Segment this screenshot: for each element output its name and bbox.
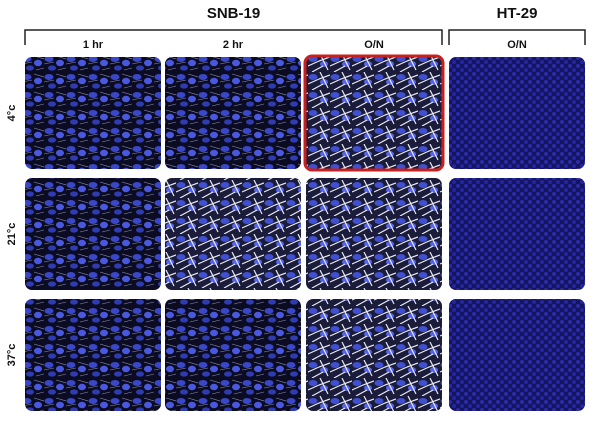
micrograph	[25, 299, 161, 411]
group-bracket	[448, 29, 586, 45]
group-bracket	[24, 29, 443, 45]
micrograph	[165, 299, 301, 411]
column-label: 1 hr	[83, 39, 104, 51]
group-label: SNB-19	[207, 5, 260, 22]
micrograph	[306, 57, 442, 169]
micrograph	[306, 178, 442, 290]
highlight-frame	[303, 54, 445, 172]
micrograph	[306, 299, 442, 411]
micrograph	[165, 178, 301, 290]
column-label: O/N	[364, 39, 384, 51]
row-label: 4°c	[6, 105, 18, 122]
column-label: 2 hr	[223, 39, 244, 51]
micrograph	[449, 57, 585, 169]
row-label: 37°c	[6, 344, 18, 367]
micrograph	[449, 299, 585, 411]
micrograph	[25, 57, 161, 169]
column-label: O/N	[507, 39, 527, 51]
micrograph	[25, 178, 161, 290]
group-label: HT-29	[497, 5, 538, 22]
row-label: 21°c	[6, 223, 18, 246]
micrograph	[449, 178, 585, 290]
micrograph	[165, 57, 301, 169]
